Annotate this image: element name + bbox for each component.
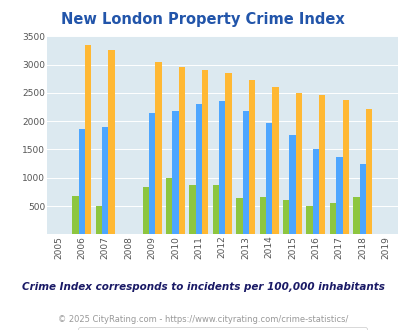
Bar	[85, 45, 91, 234]
Bar	[282, 200, 289, 234]
Bar	[329, 203, 335, 234]
Bar	[236, 198, 242, 234]
Bar	[312, 149, 318, 234]
Bar	[149, 113, 155, 234]
Bar	[108, 50, 115, 234]
Bar	[359, 164, 365, 234]
Bar	[219, 101, 225, 234]
Bar	[242, 111, 248, 234]
Bar	[189, 184, 195, 234]
Bar	[365, 109, 371, 234]
Bar	[289, 135, 295, 234]
Bar	[318, 95, 325, 234]
Legend: New London, New Hampshire, National: New London, New Hampshire, National	[77, 327, 366, 330]
Bar	[272, 87, 278, 234]
Bar	[142, 187, 149, 234]
Bar	[352, 197, 359, 234]
Bar	[102, 127, 108, 234]
Bar	[72, 196, 79, 234]
Bar	[295, 93, 301, 234]
Bar	[335, 157, 342, 234]
Bar	[248, 81, 255, 234]
Bar	[172, 111, 178, 234]
Bar	[225, 73, 231, 234]
Bar	[96, 206, 102, 234]
Bar	[155, 62, 161, 234]
Text: Crime Index corresponds to incidents per 100,000 inhabitants: Crime Index corresponds to incidents per…	[21, 282, 384, 292]
Bar	[202, 70, 208, 234]
Bar	[178, 67, 185, 234]
Bar	[195, 104, 202, 234]
Bar	[265, 123, 272, 234]
Text: New London Property Crime Index: New London Property Crime Index	[61, 12, 344, 26]
Bar	[166, 178, 172, 234]
Bar	[212, 185, 219, 234]
Bar	[342, 100, 348, 234]
Text: © 2025 CityRating.com - https://www.cityrating.com/crime-statistics/: © 2025 CityRating.com - https://www.city…	[58, 315, 347, 324]
Bar	[79, 128, 85, 234]
Bar	[306, 206, 312, 234]
Bar	[259, 197, 265, 234]
